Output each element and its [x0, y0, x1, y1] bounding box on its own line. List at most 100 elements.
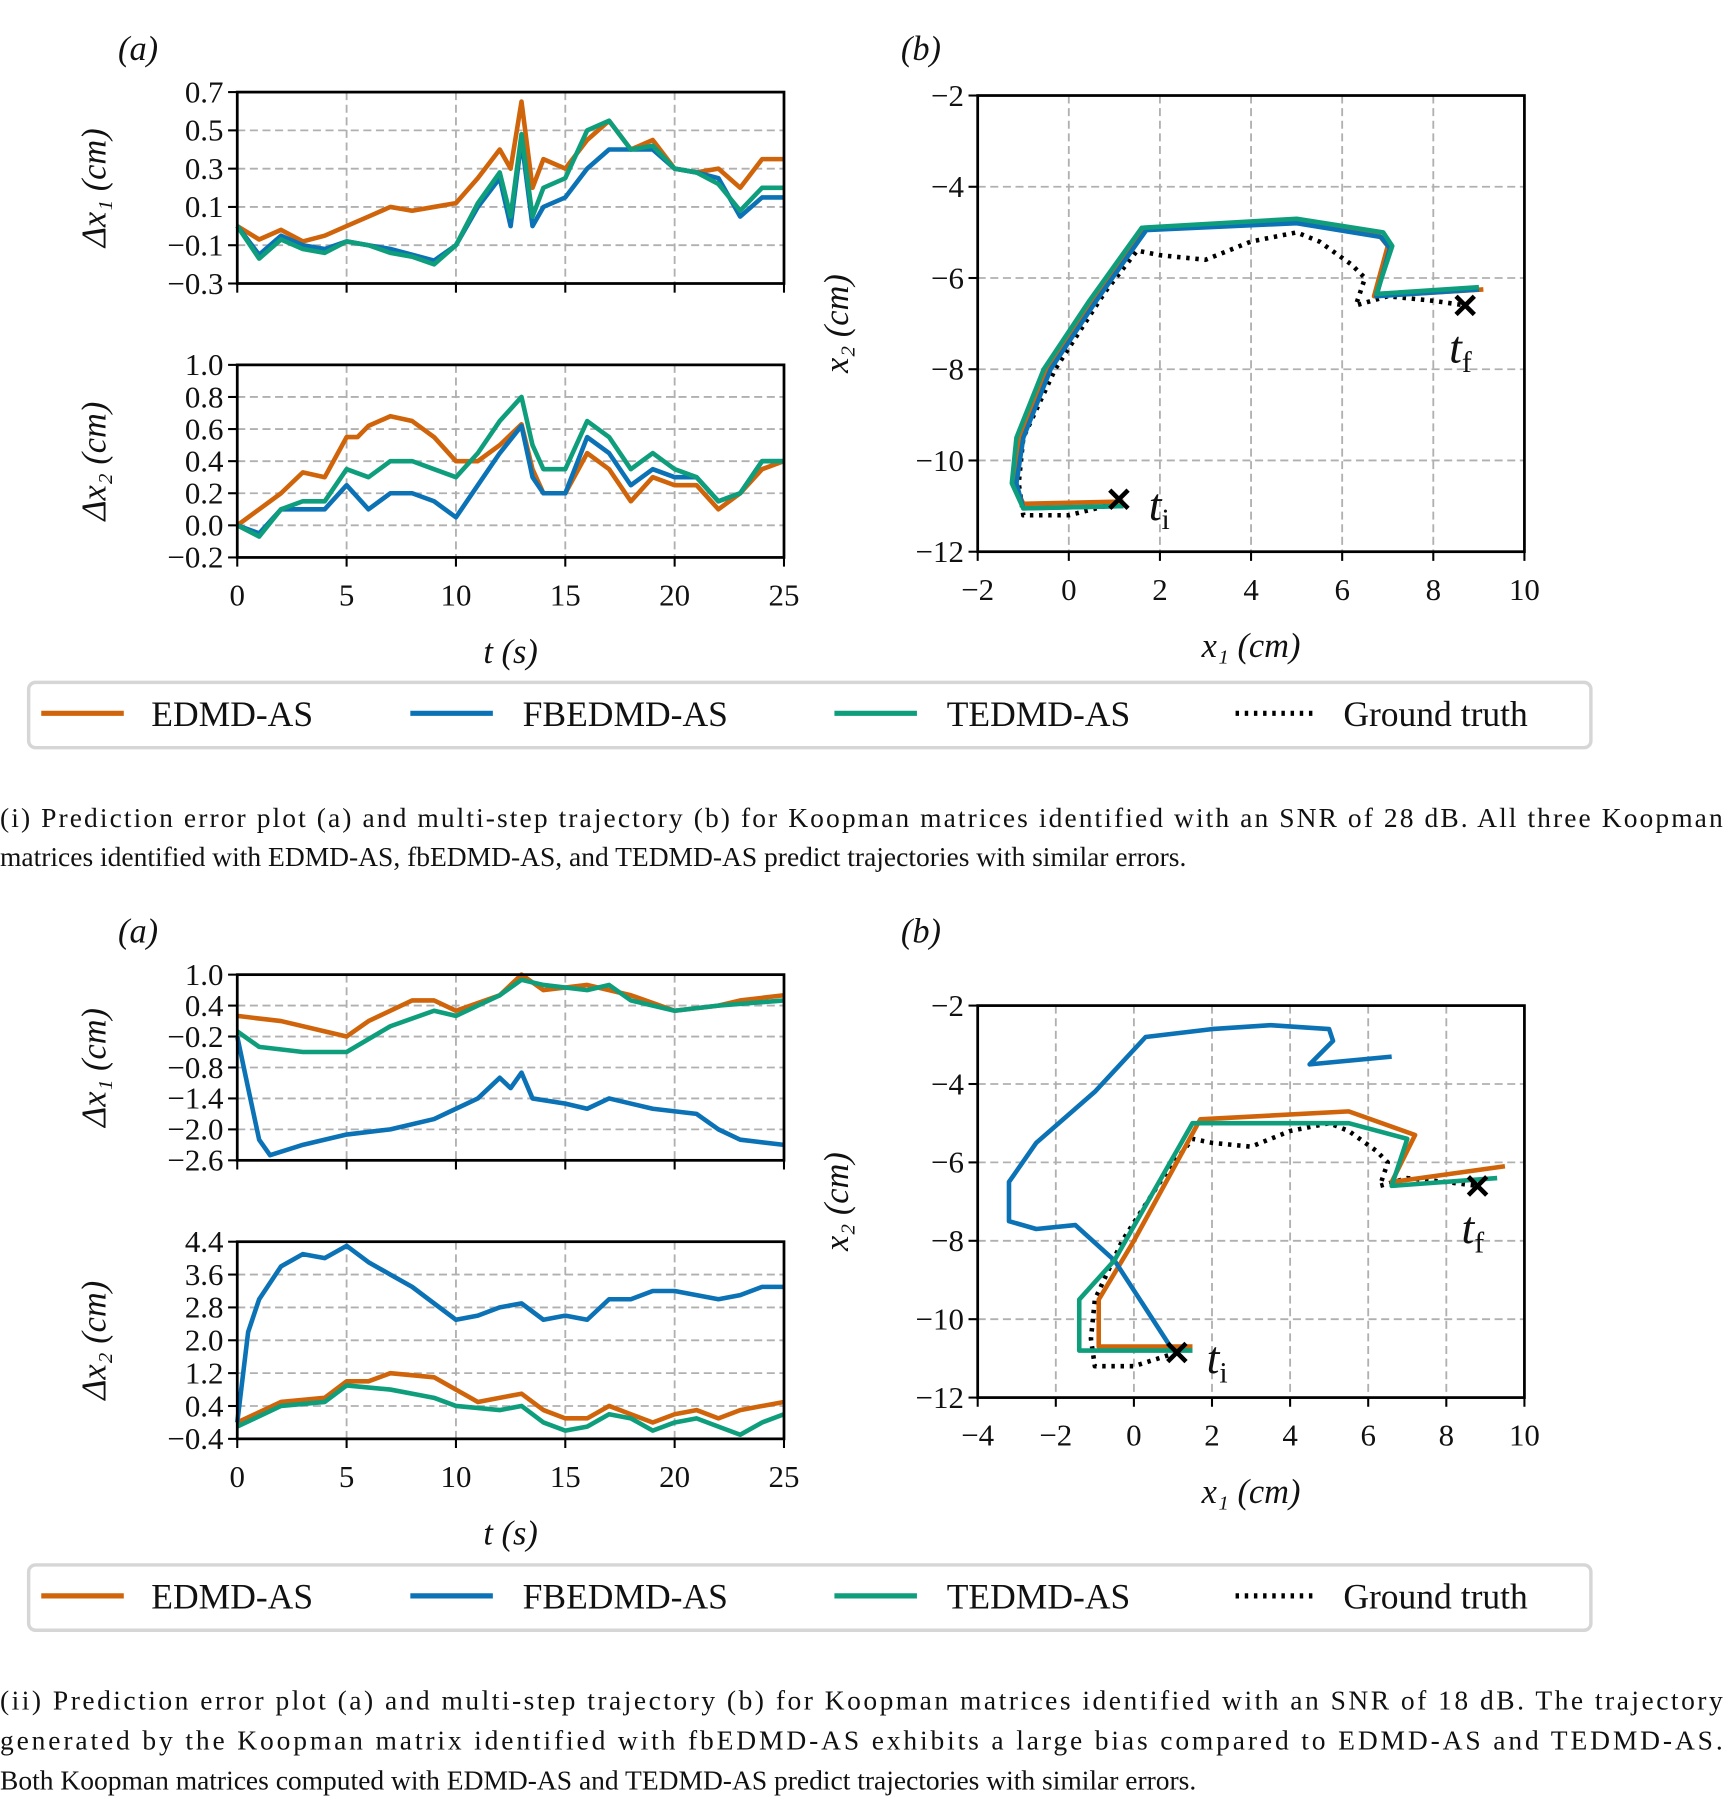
- y-axis-label: x₂ (cm): [818, 1152, 856, 1252]
- series-line-tedmd-as: [235, 977, 785, 1055]
- y-tick-label: −8: [931, 1223, 964, 1258]
- legend-box: [26, 1563, 1593, 1632]
- series-line-fbedmd-as: [1006, 1022, 1392, 1352]
- legend-label: EDMD-AS: [151, 1576, 313, 1616]
- y-axis-label: Δx₂ (cm): [75, 1281, 113, 1402]
- x-tick-label: 20: [659, 1459, 690, 1494]
- x-tick-label: 2: [1204, 1418, 1219, 1453]
- series-line-tedmd-as: [236, 394, 784, 539]
- x-tick-label: 10: [440, 578, 471, 613]
- y-axis-label: Δx₂ (cm): [75, 402, 113, 523]
- marker-label-ti: ti: [1207, 1332, 1228, 1389]
- axes-frame: [235, 363, 786, 559]
- y-tick-label: −6: [931, 1145, 964, 1180]
- y-tick-label: 0.5: [185, 113, 224, 148]
- x-tick-label: 6: [1360, 1418, 1375, 1453]
- x-tick-label: 25: [769, 1459, 800, 1494]
- marker-x-icon: [1466, 1175, 1489, 1197]
- x-tick-label: 4: [1282, 1418, 1297, 1453]
- y-tick-label: 0.4: [185, 443, 224, 478]
- legend-box: [26, 680, 1593, 750]
- series-line-fbedmd-as: [1014, 220, 1480, 511]
- series-line-tedmd-as: [235, 118, 784, 267]
- panel-label-i-a: (a): [118, 30, 158, 68]
- chart-i-b: −2 0 2 4 6 8 10 −12 −10 −8 −6 −4 −2 ti tf x₂ (cm) x₁ (cm…: [818, 78, 1540, 665]
- marker-x-icon: [1166, 1341, 1188, 1364]
- y-tick-label: 4.4: [185, 1224, 224, 1259]
- series-line-edmd-as: [236, 1370, 785, 1425]
- marker-label-tf: tf: [1462, 1202, 1485, 1259]
- chart-i-a-top: −0.3−0.1 0.10.30.5 0.7 Δx₁ (cm): [75, 74, 786, 301]
- series-line-tedmd-as: [1076, 1120, 1498, 1353]
- axes-frame: [976, 1004, 1526, 1399]
- y-tick-label: 1.0: [185, 347, 224, 382]
- y-tick-label: −0.8: [167, 1050, 223, 1085]
- caption-line: generated by the Koopman matrix identifi…: [0, 1724, 1723, 1755]
- y-tick-label: −1.4: [167, 1081, 223, 1116]
- panel-label-ii-a: (a): [118, 913, 158, 951]
- y-tick-label: 1.0: [185, 957, 224, 992]
- x-axis-label: t (s): [483, 1514, 537, 1552]
- x-tick-label: −4: [961, 1418, 994, 1453]
- series-line-tedmd-as: [1009, 216, 1480, 511]
- marker-subscript: i: [1219, 1356, 1227, 1389]
- y-tick-label: 0.1: [185, 189, 224, 224]
- y-tick-label: −6: [931, 260, 964, 295]
- y-tick-label: 0.7: [185, 74, 224, 109]
- y-tick-label: −0.2: [167, 1019, 223, 1054]
- y-tick-label: 0.2: [185, 476, 224, 511]
- y-tick-label: 3.6: [185, 1257, 224, 1292]
- x-tick-label: 10: [1509, 572, 1540, 607]
- panel-label-i-b: (b): [901, 30, 941, 68]
- x-tick-label: 25: [769, 578, 800, 613]
- x-tick-label: 10: [1509, 1418, 1540, 1453]
- legend-label: FBEDMD-AS: [523, 694, 728, 734]
- legend-label: Ground truth: [1343, 694, 1528, 734]
- chart-ii-a-top: −2.6−2.0−1.4−0.8−0.20.41.0 Δx₁ (cm): [75, 957, 786, 1178]
- y-tick-label: −8: [931, 352, 964, 387]
- legend-label: FBEDMD-AS: [523, 1576, 728, 1616]
- x-tick-label: 0: [1061, 572, 1076, 607]
- series-line-fbedmd-as: [235, 1036, 785, 1158]
- marker-subscript: f: [1474, 1226, 1484, 1259]
- y-tick-label: −12: [916, 1380, 964, 1415]
- x-tick-label: 5: [339, 578, 354, 613]
- series-line-tedmd-as: [236, 1383, 785, 1438]
- marker-label-tf: tf: [1449, 322, 1472, 379]
- x-tick-label: 8: [1439, 1418, 1454, 1453]
- series-line-fbedmd-as: [234, 1243, 784, 1423]
- x-tick-label: 6: [1334, 572, 1349, 607]
- y-tick-label: −2.0: [167, 1112, 223, 1147]
- legend-label: TEDMD-AS: [947, 694, 1130, 734]
- caption-line: (ii) Prediction error plot (a) and multi…: [0, 1684, 1723, 1715]
- y-tick-label: −12: [916, 534, 964, 569]
- x-tick-label: 0: [230, 1459, 245, 1494]
- x-tick-label: 0: [1126, 1418, 1141, 1453]
- y-tick-label: 0.3: [185, 151, 224, 186]
- x-tick-label: 10: [440, 1459, 471, 1494]
- x-tick-label: −2: [1039, 1418, 1072, 1453]
- marker-x-icon: [1108, 488, 1130, 511]
- series-line-edmd-as: [235, 413, 785, 528]
- chart-i-a-bottom: 0 5 10 15 20 25 −0.20.00.20.40.60.81.0 Δx₂ (cm)…: [75, 347, 799, 671]
- y-tick-label: −0.3: [167, 266, 223, 301]
- y-tick-label: 0.4: [185, 988, 224, 1023]
- y-tick-label: −2: [931, 988, 964, 1023]
- series-line-edmd-as: [1096, 1109, 1506, 1349]
- chart-ii-a-bottom: 0 5 10 15 20 25 −0.40.41.22.02.83.64.4 Δx₂ (cm)…: [75, 1224, 799, 1552]
- y-tick-label: 2.0: [185, 1323, 224, 1358]
- y-tick-label: 0.4: [185, 1388, 224, 1423]
- y-tick-label: 0.8: [185, 379, 224, 414]
- x-tick-label: 15: [550, 1459, 581, 1494]
- y-tick-label: 1.2: [185, 1355, 224, 1390]
- series-line-fbedmd-as: [236, 423, 784, 536]
- marker-subscript: f: [1462, 346, 1472, 379]
- x-tick-label: 0: [230, 578, 245, 613]
- panel-label-ii-b: (b): [901, 913, 941, 951]
- y-tick-label: 2.8: [185, 1290, 224, 1325]
- series-line-ground-truth: [1088, 1120, 1478, 1369]
- marker-x-icon: [1454, 294, 1476, 317]
- y-tick-label: 0.0: [185, 508, 224, 543]
- y-tick-label: −4: [931, 1066, 964, 1101]
